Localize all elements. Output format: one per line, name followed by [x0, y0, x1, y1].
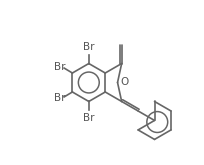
- Text: O: O: [120, 77, 128, 87]
- Text: Br: Br: [83, 113, 94, 123]
- Text: Br: Br: [83, 42, 94, 52]
- Text: Br: Br: [54, 93, 66, 103]
- Text: Br: Br: [54, 62, 66, 72]
